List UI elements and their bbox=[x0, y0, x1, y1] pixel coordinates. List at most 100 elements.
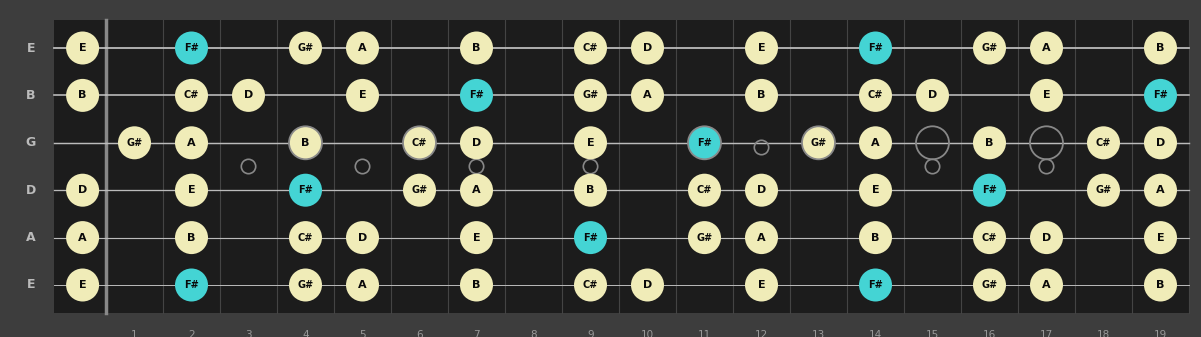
Circle shape bbox=[289, 269, 322, 302]
Circle shape bbox=[1145, 269, 1177, 302]
Text: 4: 4 bbox=[303, 330, 309, 337]
Text: B: B bbox=[871, 233, 879, 243]
Circle shape bbox=[404, 174, 436, 207]
Text: 14: 14 bbox=[868, 330, 882, 337]
Text: E: E bbox=[758, 43, 765, 53]
Circle shape bbox=[973, 31, 1006, 64]
Text: 3: 3 bbox=[245, 330, 252, 337]
Circle shape bbox=[66, 269, 100, 302]
Circle shape bbox=[1145, 31, 1177, 64]
Circle shape bbox=[859, 269, 892, 302]
Text: F#: F# bbox=[184, 43, 199, 53]
Circle shape bbox=[1087, 126, 1121, 159]
Circle shape bbox=[688, 221, 721, 254]
Text: E: E bbox=[26, 41, 35, 55]
Text: F#: F# bbox=[697, 138, 712, 148]
Circle shape bbox=[232, 79, 265, 112]
Circle shape bbox=[973, 126, 1006, 159]
Circle shape bbox=[973, 269, 1006, 302]
Text: B: B bbox=[78, 90, 86, 100]
Text: B: B bbox=[472, 43, 480, 53]
Circle shape bbox=[1145, 221, 1177, 254]
Text: B: B bbox=[472, 280, 480, 290]
Circle shape bbox=[289, 31, 322, 64]
Text: 11: 11 bbox=[698, 330, 711, 337]
Text: 6: 6 bbox=[417, 330, 423, 337]
Circle shape bbox=[118, 126, 151, 159]
Circle shape bbox=[175, 174, 208, 207]
Circle shape bbox=[460, 126, 492, 159]
Circle shape bbox=[859, 79, 892, 112]
Text: G#: G# bbox=[697, 233, 712, 243]
Circle shape bbox=[175, 31, 208, 64]
Text: C#: C# bbox=[981, 233, 997, 243]
Circle shape bbox=[631, 269, 664, 302]
Text: B: B bbox=[985, 138, 993, 148]
Text: A: A bbox=[358, 280, 366, 290]
Circle shape bbox=[175, 269, 208, 302]
FancyBboxPatch shape bbox=[12, 10, 1189, 327]
Text: A: A bbox=[472, 185, 480, 195]
Circle shape bbox=[631, 79, 664, 112]
Text: D: D bbox=[358, 233, 368, 243]
Text: D: D bbox=[643, 43, 652, 53]
Circle shape bbox=[574, 126, 607, 159]
Text: C#: C# bbox=[868, 90, 883, 100]
Text: C#: C# bbox=[412, 138, 428, 148]
Circle shape bbox=[859, 221, 892, 254]
Circle shape bbox=[175, 79, 208, 112]
Circle shape bbox=[460, 31, 492, 64]
Circle shape bbox=[631, 31, 664, 64]
Text: A: A bbox=[1042, 280, 1051, 290]
Text: E: E bbox=[359, 90, 366, 100]
Text: 9: 9 bbox=[587, 330, 593, 337]
Text: G#: G# bbox=[126, 138, 143, 148]
Circle shape bbox=[574, 79, 607, 112]
Text: D: D bbox=[25, 184, 36, 197]
Text: 1: 1 bbox=[131, 330, 138, 337]
Text: C#: C# bbox=[582, 43, 598, 53]
Text: F#: F# bbox=[184, 280, 199, 290]
FancyBboxPatch shape bbox=[54, 20, 106, 313]
Text: C#: C# bbox=[1095, 138, 1111, 148]
Text: G#: G# bbox=[811, 138, 826, 148]
Text: G#: G# bbox=[298, 43, 313, 53]
Text: D: D bbox=[1155, 138, 1165, 148]
Circle shape bbox=[346, 221, 380, 254]
Circle shape bbox=[688, 174, 721, 207]
Circle shape bbox=[859, 174, 892, 207]
Text: E: E bbox=[1042, 90, 1051, 100]
Text: D: D bbox=[244, 90, 253, 100]
Text: A: A bbox=[1157, 185, 1165, 195]
Text: A: A bbox=[78, 233, 86, 243]
Text: B: B bbox=[1157, 43, 1165, 53]
Circle shape bbox=[973, 221, 1006, 254]
Circle shape bbox=[346, 269, 380, 302]
Circle shape bbox=[973, 174, 1006, 207]
Circle shape bbox=[1030, 221, 1063, 254]
Text: F#: F# bbox=[1153, 90, 1167, 100]
Circle shape bbox=[289, 126, 322, 159]
Text: 13: 13 bbox=[812, 330, 825, 337]
Circle shape bbox=[66, 174, 100, 207]
Circle shape bbox=[346, 31, 380, 64]
Text: 15: 15 bbox=[926, 330, 939, 337]
Circle shape bbox=[574, 221, 607, 254]
Circle shape bbox=[346, 79, 380, 112]
Text: 7: 7 bbox=[473, 330, 480, 337]
Text: B: B bbox=[26, 89, 36, 102]
Circle shape bbox=[688, 126, 721, 159]
Text: 16: 16 bbox=[982, 330, 996, 337]
Circle shape bbox=[175, 126, 208, 159]
Text: A: A bbox=[644, 90, 652, 100]
Text: F#: F# bbox=[298, 185, 313, 195]
Circle shape bbox=[1030, 269, 1063, 302]
Text: B: B bbox=[301, 138, 310, 148]
Text: F#: F# bbox=[982, 185, 997, 195]
Text: B: B bbox=[586, 185, 594, 195]
Text: 5: 5 bbox=[359, 330, 366, 337]
Circle shape bbox=[1145, 79, 1177, 112]
Text: 17: 17 bbox=[1040, 330, 1053, 337]
Text: G#: G# bbox=[582, 90, 598, 100]
Text: B: B bbox=[187, 233, 196, 243]
